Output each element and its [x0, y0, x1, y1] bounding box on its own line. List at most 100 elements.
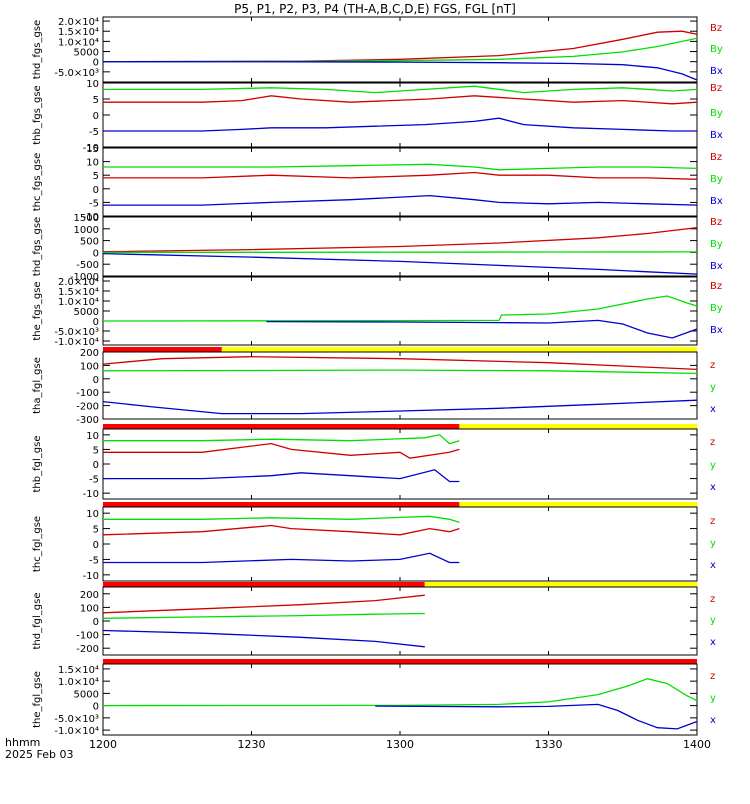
y-tick-label: -5 [89, 127, 99, 138]
panel-frame [102, 16, 698, 83]
panel-frame [102, 351, 698, 420]
panel-frame [102, 586, 698, 656]
y-axis-label: thd_fgl_gse [32, 593, 43, 650]
y-tick-label: -10 [83, 143, 99, 154]
series-line-z [102, 356, 698, 371]
series-line-bx [102, 252, 698, 275]
legend-label-z: z [710, 360, 715, 371]
y-tick-label: -10 [83, 489, 99, 500]
series-line-bz [103, 171, 698, 180]
panel-thb-fgs-gse-1: thb_fgs_gse 10 5 0 -5 -10 Bz By Bx [32, 79, 723, 154]
legend-label-bx: Bx [710, 196, 723, 207]
y-tick-label: 0 [93, 617, 99, 628]
status-bar-segment [103, 424, 460, 429]
legend-label-z: z [710, 516, 715, 527]
y-axis-label: thc_fgs_gse [32, 153, 43, 212]
series-line-z [102, 524, 460, 536]
y-tick-label: -1.0×10⁴ [54, 726, 99, 737]
y-tick-label: 200 [80, 348, 99, 359]
time-axis-label-top: hhmm [5, 736, 40, 749]
panel-thd-fgs-gse-0: thd_fgs_gse 2.0×10⁴1.5×10⁴1.0×10⁴50000-5.… [32, 16, 723, 83]
y-tick-label: 1500 [74, 213, 99, 224]
legend-label-z: z [710, 594, 715, 605]
time-axis-label-bottom: 2025 Feb 03 [5, 748, 73, 761]
legend-label-x: x [710, 637, 716, 648]
legend-label-bx: Bx [710, 325, 723, 336]
y-tick-label: 5 [93, 171, 99, 182]
y-tick-label: 0 [93, 702, 99, 713]
status-bar-segment [103, 659, 697, 664]
y-tick-label: -5.0×10³ [54, 714, 99, 725]
series-line-bx [102, 61, 698, 81]
series-line-x [375, 703, 698, 730]
y-tick-label: 5 [93, 445, 99, 456]
y-axis-label: thb_fgs_gse [32, 85, 43, 144]
y-tick-label: 1.0×10⁴ [58, 297, 99, 308]
legend-label-bz: Bz [710, 281, 722, 292]
series-line-z [102, 594, 425, 614]
legend-label-bz: Bz [710, 23, 722, 34]
y-tick-label: 0 [93, 317, 99, 328]
y-tick-label: 0 [93, 58, 99, 69]
status-bar-segment [103, 347, 222, 352]
status-bar-segment [103, 502, 460, 507]
y-axis-label: tha_fgl_gse [32, 357, 43, 414]
series-line-y [102, 369, 698, 375]
status-bar-segment [221, 347, 698, 352]
legend-label-x: x [710, 560, 716, 571]
panel-tha-fgl-gse-5: tha_fgl_gse 200 100 0 -100 -200 -300 zyx [32, 347, 716, 426]
legend-label-bz: Bz [710, 152, 722, 163]
status-bar-segment [459, 502, 697, 507]
y-tick-label: -100 [76, 631, 99, 642]
legend-label-bx: Bx [710, 261, 723, 272]
status-bar-segment [103, 582, 425, 587]
legend-label-y: y [710, 382, 716, 393]
y-tick-label: -200 [76, 644, 99, 655]
panel-thb-fgl-gse-6: thb_fgl_gse 10 5 0 -5 -10 z yx [32, 424, 716, 500]
x-tick-label: 1300 [386, 738, 414, 751]
series-line-y [103, 515, 460, 524]
y-tick-label: -10 [83, 212, 99, 223]
series-line-y [102, 612, 425, 619]
legend-label-by: By [710, 44, 723, 55]
y-tick-label: 0 [93, 375, 99, 386]
y-axis-label: thb_fgl_gse [32, 436, 43, 493]
y-tick-label: -5.0×10³ [54, 327, 99, 338]
y-tick-label: 5 [93, 525, 99, 536]
y-tick-label: 2.0×10⁴ [58, 17, 99, 28]
y-tick-label: -100 [76, 388, 99, 399]
y-tick-label: 100 [80, 361, 99, 372]
legend-label-y: y [710, 460, 716, 471]
y-tick-label: 1.0×10⁴ [58, 37, 99, 48]
y-tick-label: -200 [76, 402, 99, 413]
series-line-bx [103, 117, 697, 132]
y-axis-label: the_fgs_gse [32, 281, 43, 340]
x-tick-label: 1400 [683, 738, 711, 751]
panel-the-fgs-gse-4: the_fgs_gse 2.0×10⁴1.5×10⁴1.0×10⁴50000-5.… [32, 276, 723, 348]
time-axis: hhmm 2025 Feb 03 1200 1230 1300 1330 1400 [5, 736, 711, 761]
legend-label-bz: Bz [710, 83, 722, 94]
series-line-by [103, 163, 698, 171]
legend-label-z: z [710, 437, 715, 448]
legend-label-by: By [710, 303, 723, 314]
chart-title: P5, P1, P2, P3, P4 (TH-A,B,C,D,E) FGS, F… [234, 2, 516, 16]
y-tick-label: 2.0×10⁴ [58, 277, 99, 288]
series-line-bz [102, 30, 698, 63]
y-axis-label: thd_fgs_gse [32, 217, 43, 276]
legend-label-by: By [710, 174, 723, 185]
y-tick-label: 10 [86, 79, 99, 90]
y-tick-label: 5000 [74, 689, 99, 700]
y-tick-label: -300 [76, 415, 99, 426]
y-tick-label: -1.0×10⁴ [54, 337, 99, 348]
series-line-by [102, 251, 698, 254]
y-tick-label: 0 [93, 540, 99, 551]
y-tick-label: 5000 [74, 48, 99, 59]
legend-label-by: By [710, 108, 723, 119]
legend-label-y: y [710, 693, 716, 704]
y-tick-label: 200 [80, 590, 99, 601]
y-axis-label: thc_fgl_gse [32, 516, 43, 572]
y-tick-label: 1.5×10⁴ [58, 287, 99, 298]
y-tick-label: 1000 [74, 225, 99, 236]
y-tick-label: -1000 [70, 272, 99, 283]
